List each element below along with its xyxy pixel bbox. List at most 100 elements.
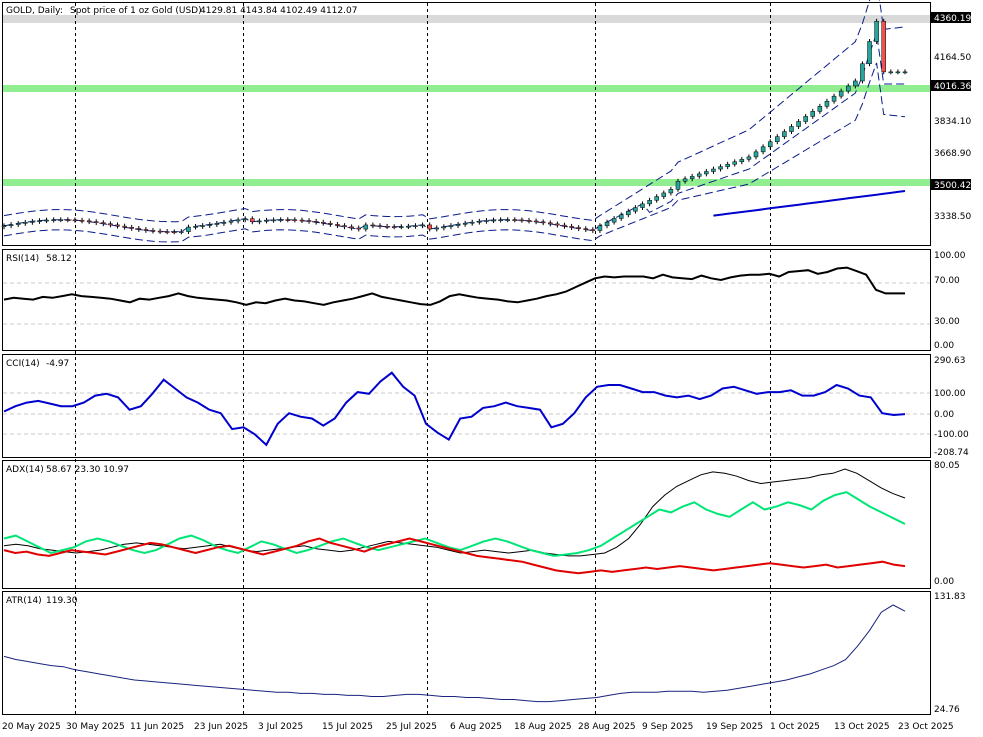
candle [505, 219, 510, 221]
candle [399, 226, 404, 228]
candle [902, 71, 908, 74]
candle [179, 231, 184, 233]
date-label: 25 Jul 2025 [386, 722, 437, 732]
candle [228, 220, 234, 223]
candle [257, 220, 262, 223]
candle [313, 221, 319, 223]
candle [271, 219, 276, 222]
date-label: 28 Aug 2025 [578, 722, 636, 732]
candle [881, 20, 886, 73]
candle [221, 221, 227, 224]
adx-axis: 80.05 0.00 [934, 461, 960, 587]
candle [831, 95, 837, 102]
chart-ohlc: 4129.81 4143.84 4102.49 4112.07 [200, 6, 357, 16]
candle [590, 229, 596, 231]
price-tick: 3834.10 [934, 117, 971, 127]
candle [512, 219, 518, 221]
candle [441, 226, 447, 229]
candle [108, 223, 113, 226]
minus-di-line [3, 537, 906, 575]
candle [562, 224, 567, 227]
candle [469, 221, 475, 224]
candle [555, 223, 560, 226]
cci-tick: -208.74 [934, 448, 969, 458]
candle [79, 219, 85, 222]
candle [739, 159, 745, 163]
chart-description: Spot price of 1 oz Gold (USD) [70, 6, 202, 16]
candle [200, 225, 205, 227]
candle [498, 219, 503, 221]
candle [37, 220, 42, 222]
candle [874, 20, 879, 42]
adx-panel-frame [2, 460, 931, 589]
bb-middle [3, 33, 905, 233]
candle [299, 219, 305, 222]
candle [172, 231, 177, 234]
cci-last: -4.97 [46, 359, 69, 369]
candle [65, 219, 71, 221]
candle [242, 218, 248, 221]
candle [44, 219, 49, 222]
rsi-line [3, 266, 905, 306]
rsi-tick: 100.00 [934, 251, 966, 261]
date-label: 1 Oct 2025 [770, 722, 820, 732]
candle [477, 221, 482, 223]
candle [746, 156, 752, 160]
candle [533, 220, 539, 223]
candle [306, 220, 312, 222]
bb-lower [3, 62, 906, 243]
candle [391, 226, 397, 228]
candle [356, 227, 361, 230]
cci-label: CCI(14) [6, 359, 40, 369]
candle [143, 229, 149, 231]
candle [93, 221, 99, 223]
candle [817, 106, 823, 112]
cci-tick: 0.00 [934, 410, 954, 420]
candle [15, 223, 21, 225]
candle [413, 225, 418, 227]
candle [164, 231, 170, 233]
candle [420, 224, 425, 227]
candle [370, 224, 376, 227]
candle [157, 230, 163, 233]
candle [285, 219, 291, 221]
candle [888, 71, 894, 74]
candle [760, 146, 766, 153]
price-tag-bg [931, 12, 971, 23]
candle [51, 219, 56, 222]
bb-upper [3, 0, 906, 223]
candle [434, 227, 440, 230]
price-tick: 3338.50 [934, 212, 971, 222]
candle [484, 220, 489, 222]
candle [668, 189, 674, 194]
candle [129, 227, 134, 229]
adx-main-line [3, 468, 906, 557]
candle [853, 80, 858, 87]
candle [406, 226, 411, 228]
candle [718, 166, 723, 170]
date-label: 19 Sep 2025 [706, 722, 763, 732]
price-tag-bg [931, 179, 971, 190]
date-label: 30 May 2025 [66, 722, 125, 732]
candle [462, 222, 468, 225]
bollinger-bands [3, 0, 906, 243]
candle [250, 218, 255, 223]
candle [264, 220, 269, 222]
atr-tick: 131.83 [934, 592, 966, 602]
rsi-label: RSI(14) [6, 254, 39, 264]
candle [548, 222, 553, 225]
cci-line [3, 371, 906, 447]
price-tick: 3668.90 [934, 149, 971, 159]
candle [633, 207, 638, 212]
adx-last: 58.67 23.30 10.97 [46, 465, 129, 475]
candle [845, 85, 851, 92]
rsi-tick: 30.00 [934, 317, 960, 327]
atr-tick: 24.76 [934, 705, 960, 715]
candle [640, 203, 645, 208]
support-zone-lower [3, 179, 930, 186]
rsi-tick: 70.00 [934, 276, 960, 286]
candle [363, 224, 369, 230]
atr-panel-frame [2, 591, 931, 715]
price-axis: 4164.50 3834.10 3668.90 3338.50 4360.19 … [931, 12, 971, 222]
